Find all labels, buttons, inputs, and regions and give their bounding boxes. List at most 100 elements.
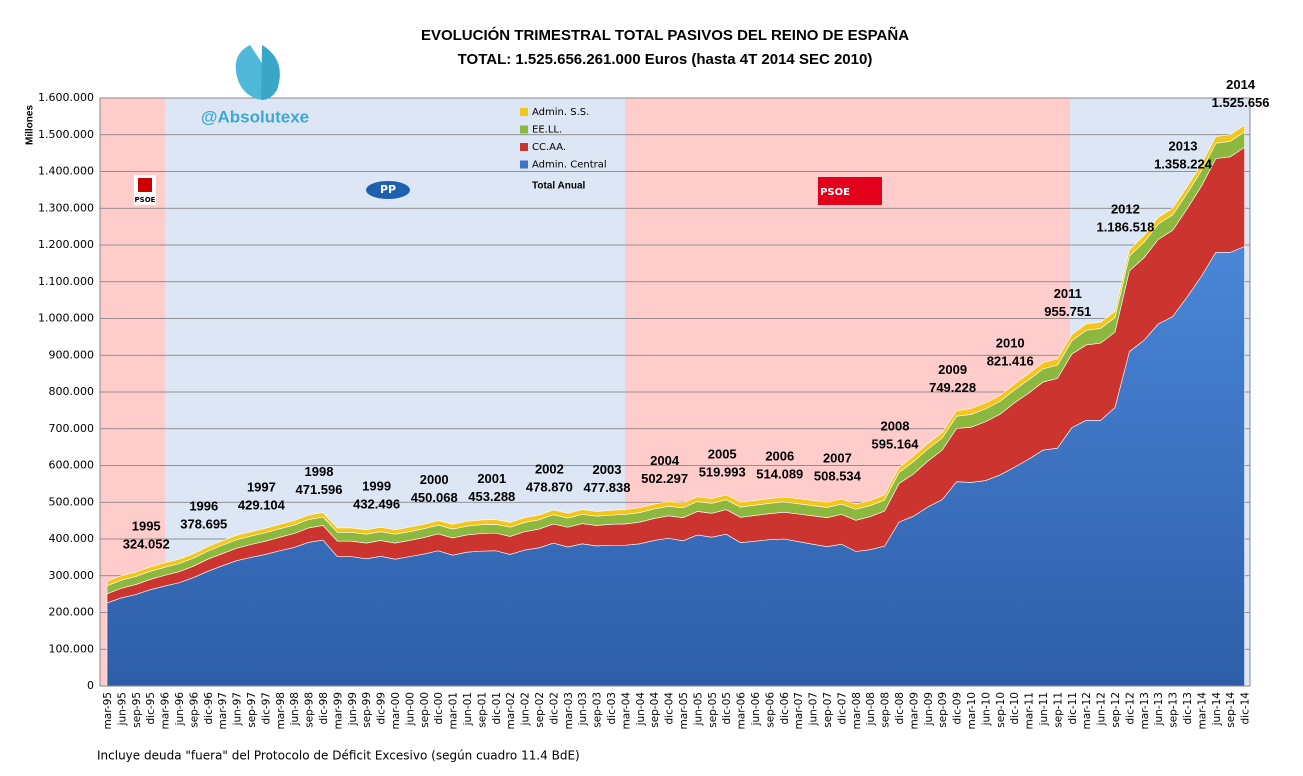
y-tick-label: 1.400.000 — [38, 165, 94, 178]
x-tick-label: dic-03 — [606, 692, 618, 725]
x-tick-label: mar-06 — [736, 692, 748, 730]
annual-year: 1999 — [362, 478, 391, 493]
x-tick-label: mar-04 — [620, 692, 632, 730]
x-tick-label: mar-14 — [1196, 692, 1208, 730]
x-tick-label: jun-11 — [1038, 692, 1050, 726]
annual-year: 2013 — [1169, 138, 1198, 153]
annual-value: 324.052 — [123, 536, 170, 551]
annual-year: 2012 — [1111, 201, 1140, 216]
x-tick-label: mar-96 — [160, 692, 172, 730]
annual-year: 2001 — [477, 471, 506, 486]
x-tick-label: mar-08 — [851, 692, 863, 729]
y-tick-label: 1.000.000 — [38, 312, 94, 325]
annual-year: 2000 — [420, 472, 449, 487]
x-tick-label: dic-95 — [145, 692, 157, 725]
logo-text: PP — [380, 183, 396, 196]
x-tick-label: sep-04 — [649, 692, 661, 728]
annual-year: 2005 — [708, 446, 737, 461]
x-tick-label: sep-00 — [419, 692, 431, 728]
logo: PSOE — [134, 175, 156, 205]
x-tick-label: jun-02 — [520, 692, 532, 726]
x-tick-label: jun-12 — [1096, 692, 1108, 726]
y-tick-label: 1.200.000 — [38, 238, 94, 251]
x-tick-label: mar-11 — [1024, 692, 1036, 729]
area — [106, 124, 1245, 587]
logo: PSOE — [818, 177, 882, 205]
x-tick-label: mar-99 — [332, 692, 344, 729]
brand-label: @Absolutexe — [201, 107, 309, 126]
x-tick-label: mar-10 — [966, 692, 978, 729]
x-tick-label: sep-02 — [534, 692, 546, 728]
annual-value: 429.104 — [238, 498, 286, 513]
x-tick-label: dic-11 — [1067, 692, 1079, 725]
annual-value: 478.870 — [526, 479, 573, 494]
annual-year: 2008 — [881, 419, 910, 434]
plot-border — [99, 97, 1251, 687]
annual-year: 1997 — [247, 480, 276, 495]
annual-year: 2007 — [823, 451, 852, 466]
x-tick-label: jun-97 — [232, 692, 244, 726]
annual-year: 2009 — [938, 362, 967, 377]
x-tick-label: dic-10 — [1009, 692, 1021, 725]
x-tick-label: dic-01 — [491, 692, 503, 725]
x-tick-label: sep-96 — [188, 692, 200, 728]
logo-text: PSOE — [820, 187, 850, 198]
annual-year: 2003 — [593, 462, 622, 477]
x-tick-label: mar-01 — [448, 692, 460, 729]
x-tick-label: mar-97 — [217, 692, 229, 729]
x-tick-label: jun-06 — [750, 692, 762, 727]
x-tick-label: dic-09 — [952, 692, 964, 725]
annual-value: 519.993 — [699, 464, 746, 479]
x-tick-label: mar-03 — [563, 692, 575, 729]
x-tick-label: dic-08 — [894, 692, 906, 725]
annual-value: 955.751 — [1044, 304, 1091, 319]
x-tick-label: dic-99 — [376, 692, 388, 725]
y-axis-label: Millones — [25, 105, 36, 145]
y-tick-label: 0 — [87, 679, 94, 692]
y-tick-label: 600.000 — [49, 459, 95, 472]
y-tick-label: 1.100.000 — [38, 275, 94, 288]
y-tick-label: 1.500.000 — [38, 128, 94, 141]
x-tick-label: jun-95 — [116, 692, 128, 726]
annual-year: 2010 — [996, 336, 1025, 351]
x-tick-label: jun-00 — [404, 692, 416, 726]
y-tick-label: 300.000 — [49, 569, 95, 582]
x-tick-label: jun-99 — [347, 692, 359, 726]
x-tick-label: sep-08 — [880, 692, 892, 728]
y-tick-label: 100.000 — [49, 642, 95, 655]
legend-swatch — [520, 108, 528, 116]
x-tick-label: sep-13 — [1168, 692, 1180, 728]
y-tick-label: 200.000 — [49, 606, 95, 619]
x-tick-label: jun-96 — [174, 692, 186, 727]
x-tick-label: sep-97 — [246, 692, 258, 728]
x-tick-label: dic-97 — [260, 692, 272, 725]
x-tick-label: sep-95 — [131, 692, 143, 728]
x-tick-label: dic-05 — [721, 692, 733, 725]
x-tick-label: sep-01 — [476, 692, 488, 728]
x-tick-label: dic-00 — [433, 692, 445, 725]
chart-subtitle: TOTAL: 1.525.656.261.000 Euros (hasta 4T… — [458, 51, 873, 68]
legend-label: Admin. Central — [532, 160, 607, 171]
annual-value: 508.534 — [814, 469, 862, 484]
y-tick-label: 1.600.000 — [38, 91, 94, 104]
x-tick-label: sep-09 — [937, 692, 949, 728]
annual-value: 450.068 — [411, 490, 458, 505]
x-tick-label: jun-14 — [1211, 692, 1223, 727]
annual-value: 749.228 — [929, 380, 976, 395]
legend-swatch — [520, 143, 528, 151]
x-tick-label: mar-09 — [908, 692, 920, 729]
x-tick-label: sep-10 — [995, 692, 1007, 728]
y-tick-label: 700.000 — [49, 422, 95, 435]
annual-year: 2011 — [1054, 286, 1082, 301]
x-tick-label: dic-06 — [779, 692, 791, 725]
legend-label: Admin. S.S. — [532, 107, 589, 118]
x-tick-label: dic-02 — [548, 692, 560, 725]
x-tick-label: sep-07 — [822, 692, 834, 728]
annual-value: 514.089 — [756, 467, 803, 482]
annual-year: 2014 — [1226, 77, 1256, 92]
legend-label: CC.AA. — [532, 142, 566, 153]
y-tick-label: 1.300.000 — [38, 201, 94, 214]
x-tick-label: mar-00 — [390, 692, 402, 729]
x-tick-label: dic-96 — [203, 692, 215, 725]
